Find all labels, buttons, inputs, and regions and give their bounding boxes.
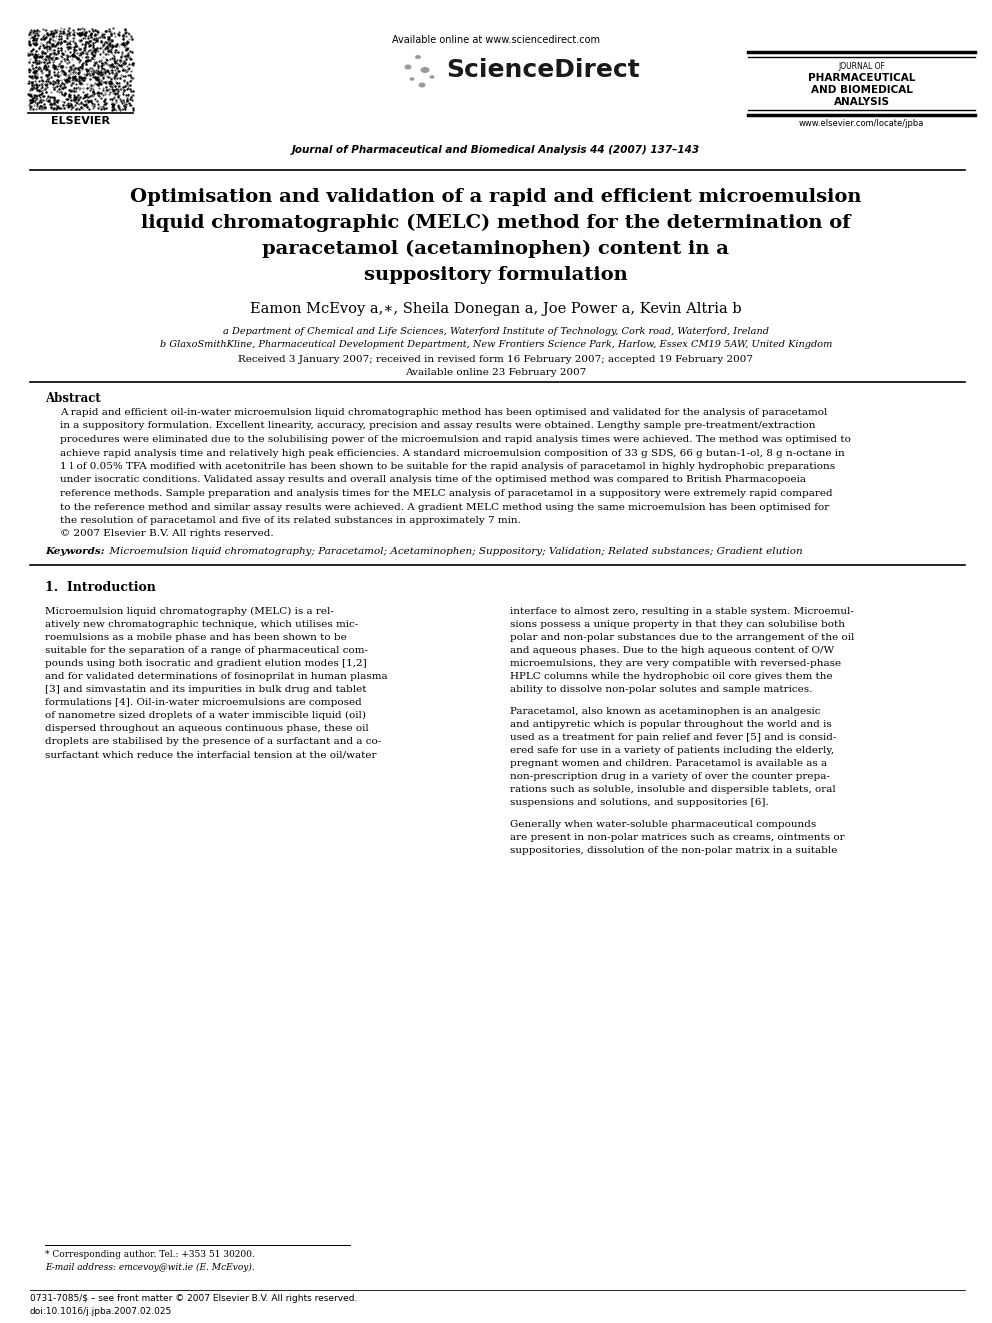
Text: b GlaxoSmithKline, Pharmaceutical Development Department, New Frontiers Science : b GlaxoSmithKline, Pharmaceutical Develo… <box>160 340 832 349</box>
Ellipse shape <box>415 56 421 60</box>
Ellipse shape <box>405 65 412 70</box>
Text: E-mail address: emcevoy@wit.ie (E. McEvoy).: E-mail address: emcevoy@wit.ie (E. McEvo… <box>45 1263 255 1273</box>
Text: PHARMACEUTICAL: PHARMACEUTICAL <box>807 73 916 83</box>
Text: achieve rapid analysis time and relatively high peak efficiencies. A standard mi: achieve rapid analysis time and relative… <box>60 448 845 458</box>
Text: under isocratic conditions. Validated assay results and overall analysis time of: under isocratic conditions. Validated as… <box>60 475 806 484</box>
Text: Journal of Pharmaceutical and Biomedical Analysis 44 (2007) 137–143: Journal of Pharmaceutical and Biomedical… <box>292 146 700 155</box>
Text: and for validated determinations of fosinoprilat in human plasma: and for validated determinations of fosi… <box>45 672 388 681</box>
Text: microemulsions, they are very compatible with reversed-phase: microemulsions, they are very compatible… <box>510 659 841 668</box>
Text: www.elsevier.com/locate/jpba: www.elsevier.com/locate/jpba <box>799 119 925 128</box>
Text: polar and non-polar substances due to the arrangement of the oil: polar and non-polar substances due to th… <box>510 632 854 642</box>
Text: doi:10.1016/j.jpba.2007.02.025: doi:10.1016/j.jpba.2007.02.025 <box>30 1307 173 1316</box>
Text: 1.  Introduction: 1. Introduction <box>45 581 156 594</box>
Text: pounds using both isocratic and gradient elution modes [1,2]: pounds using both isocratic and gradient… <box>45 659 367 668</box>
Text: © 2007 Elsevier B.V. All rights reserved.: © 2007 Elsevier B.V. All rights reserved… <box>60 529 274 538</box>
Text: and antipyretic which is popular throughout the world and is: and antipyretic which is popular through… <box>510 720 831 729</box>
Text: Microemulsion liquid chromatography; Paracetamol; Acetaminophen; Suppository; Va: Microemulsion liquid chromatography; Par… <box>103 546 803 556</box>
Text: Eamon McEvoy a,∗, Sheila Donegan a, Joe Power a, Kevin Altria b: Eamon McEvoy a,∗, Sheila Donegan a, Joe … <box>250 302 742 316</box>
Text: ability to dissolve non-polar solutes and sample matrices.: ability to dissolve non-polar solutes an… <box>510 685 812 695</box>
Text: Generally when water-soluble pharmaceutical compounds: Generally when water-soluble pharmaceuti… <box>510 820 816 830</box>
Text: 1 l of 0.05% TFA modified with acetonitrile has been shown to be suitable for th: 1 l of 0.05% TFA modified with acetonitr… <box>60 462 835 471</box>
Text: in a suppository formulation. Excellent linearity, accuracy, precision and assay: in a suppository formulation. Excellent … <box>60 422 815 430</box>
Ellipse shape <box>410 77 415 81</box>
Text: dispersed throughout an aqueous continuous phase, these oil: dispersed throughout an aqueous continuo… <box>45 724 369 733</box>
Text: liquid chromatographic (MELC) method for the determination of: liquid chromatographic (MELC) method for… <box>141 214 851 233</box>
Text: atively new chromatographic technique, which utilises mic-: atively new chromatographic technique, w… <box>45 620 358 628</box>
Text: ELSEVIER: ELSEVIER <box>51 116 110 126</box>
Text: sions possess a unique property in that they can solubilise both: sions possess a unique property in that … <box>510 620 845 628</box>
Text: are present in non-polar matrices such as creams, ointments or: are present in non-polar matrices such a… <box>510 833 844 841</box>
Text: ScienceDirect: ScienceDirect <box>446 58 640 82</box>
Ellipse shape <box>421 67 430 73</box>
Text: suppositories, dissolution of the non-polar matrix in a suitable: suppositories, dissolution of the non-po… <box>510 845 837 855</box>
Text: Available online 23 February 2007: Available online 23 February 2007 <box>406 368 586 377</box>
Text: 0731-7085/$ – see front matter © 2007 Elsevier B.V. All rights reserved.: 0731-7085/$ – see front matter © 2007 El… <box>30 1294 357 1303</box>
Text: rations such as soluble, insoluble and dispersible tablets, oral: rations such as soluble, insoluble and d… <box>510 785 835 794</box>
Text: suppository formulation: suppository formulation <box>364 266 628 284</box>
Text: Abstract: Abstract <box>45 392 101 405</box>
Ellipse shape <box>430 75 434 79</box>
Text: ered safe for use in a variety of patients including the elderly,: ered safe for use in a variety of patien… <box>510 746 834 755</box>
Text: droplets are stabilised by the presence of a surfactant and a co-: droplets are stabilised by the presence … <box>45 737 381 746</box>
Text: Received 3 January 2007; received in revised form 16 February 2007; accepted 19 : Received 3 January 2007; received in rev… <box>238 355 754 364</box>
Text: of nanometre sized droplets of a water immiscible liquid (oil): of nanometre sized droplets of a water i… <box>45 710 366 720</box>
Text: roemulsions as a mobile phase and has been shown to be: roemulsions as a mobile phase and has be… <box>45 632 347 642</box>
Text: * Corresponding author. Tel.: +353 51 30200.: * Corresponding author. Tel.: +353 51 30… <box>45 1250 255 1259</box>
Text: reference methods. Sample preparation and analysis times for the MELC analysis o: reference methods. Sample preparation an… <box>60 490 832 497</box>
Text: Paracetamol, also known as acetaminophen is an analgesic: Paracetamol, also known as acetaminophen… <box>510 706 820 716</box>
Text: A rapid and efficient oil-in-water microemulsion liquid chromatographic method h: A rapid and efficient oil-in-water micro… <box>60 407 827 417</box>
Text: formulations [4]. Oil-in-water microemulsions are composed: formulations [4]. Oil-in-water microemul… <box>45 699 362 706</box>
Text: the resolution of paracetamol and five of its related substances in approximatel: the resolution of paracetamol and five o… <box>60 516 521 525</box>
Text: procedures were eliminated due to the solubilising power of the microemulsion an: procedures were eliminated due to the so… <box>60 435 851 445</box>
Text: Keywords:: Keywords: <box>45 546 104 556</box>
Text: pregnant women and children. Paracetamol is available as a: pregnant women and children. Paracetamol… <box>510 759 827 767</box>
Text: [3] and simvastatin and its impurities in bulk drug and tablet: [3] and simvastatin and its impurities i… <box>45 685 366 695</box>
Text: interface to almost zero, resulting in a stable system. Microemul-: interface to almost zero, resulting in a… <box>510 607 854 617</box>
Text: paracetamol (acetaminophen) content in a: paracetamol (acetaminophen) content in a <box>263 239 729 258</box>
Text: Optimisation and validation of a rapid and efficient microemulsion: Optimisation and validation of a rapid a… <box>130 188 862 206</box>
Text: a Department of Chemical and Life Sciences, Waterford Institute of Technology, C: a Department of Chemical and Life Scienc… <box>223 327 769 336</box>
Text: and aqueous phases. Due to the high aqueous content of O/W: and aqueous phases. Due to the high aque… <box>510 646 834 655</box>
Ellipse shape <box>419 82 426 87</box>
Text: non-prescription drug in a variety of over the counter prepa-: non-prescription drug in a variety of ov… <box>510 773 830 781</box>
Text: surfactant which reduce the interfacial tension at the oil/water: surfactant which reduce the interfacial … <box>45 750 377 759</box>
Text: to the reference method and similar assay results were achieved. A gradient MELC: to the reference method and similar assa… <box>60 503 829 512</box>
Text: Available online at www.sciencedirect.com: Available online at www.sciencedirect.co… <box>392 34 600 45</box>
Text: HPLC columns while the hydrophobic oil core gives them the: HPLC columns while the hydrophobic oil c… <box>510 672 832 681</box>
Text: used as a treatment for pain relief and fever [5] and is consid-: used as a treatment for pain relief and … <box>510 733 836 742</box>
Text: ANALYSIS: ANALYSIS <box>833 97 890 107</box>
Text: AND BIOMEDICAL: AND BIOMEDICAL <box>810 85 913 95</box>
Text: JOURNAL OF: JOURNAL OF <box>838 62 885 71</box>
Text: suitable for the separation of a range of pharmaceutical com-: suitable for the separation of a range o… <box>45 646 368 655</box>
Text: suspensions and solutions, and suppositories [6].: suspensions and solutions, and supposito… <box>510 798 769 807</box>
Text: Microemulsion liquid chromatography (MELC) is a rel-: Microemulsion liquid chromatography (MEL… <box>45 607 334 617</box>
